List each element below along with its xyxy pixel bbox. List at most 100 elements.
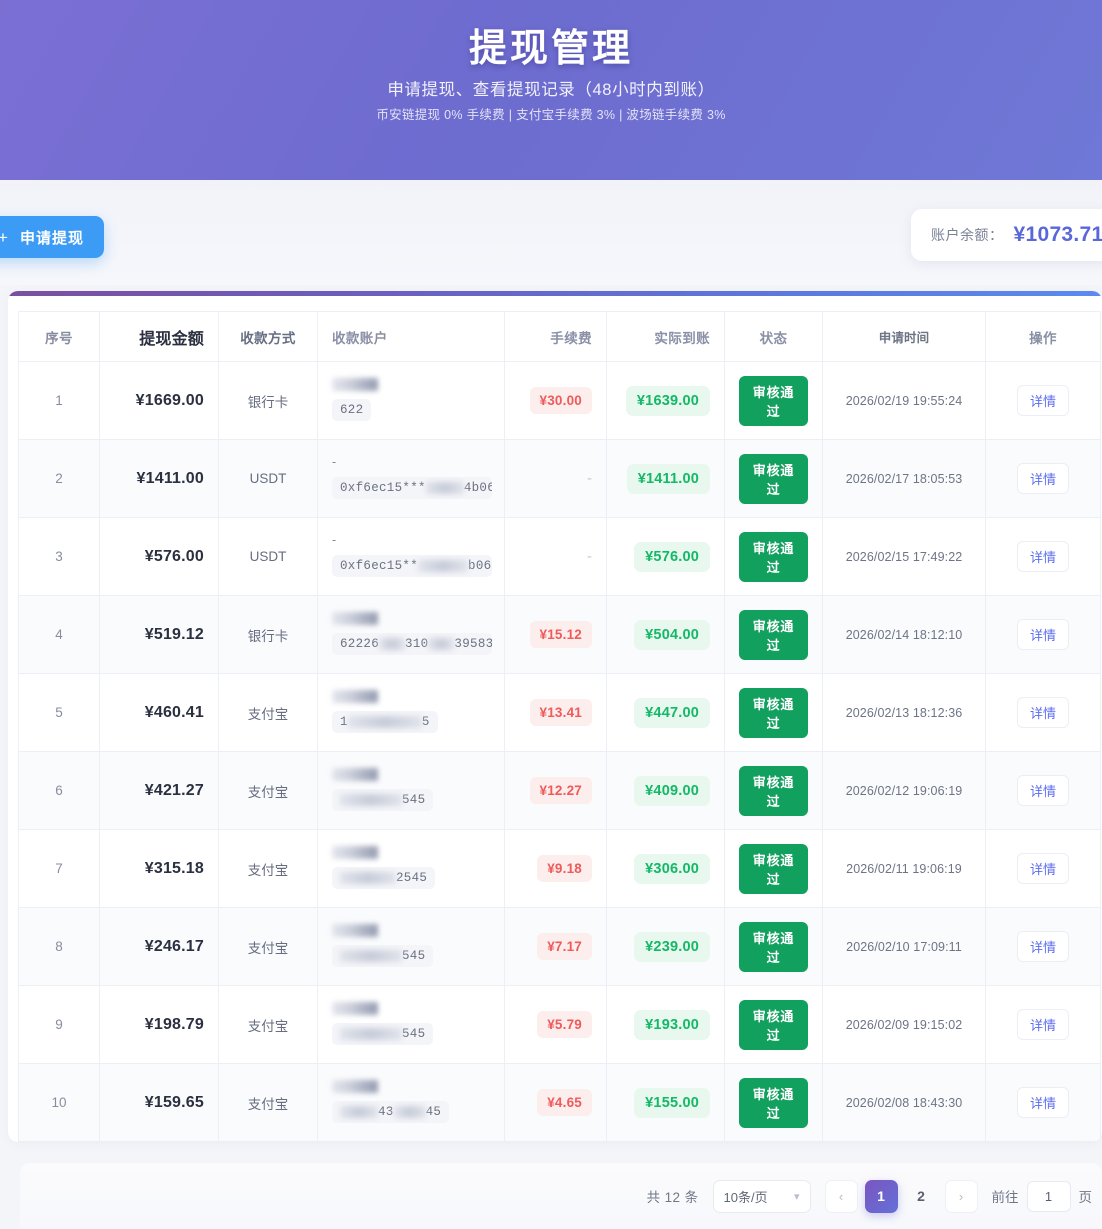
cell-time: 2026/02/12 19:06:19	[822, 751, 986, 830]
cell-action: 详情	[985, 907, 1101, 986]
redaction-block	[332, 1080, 378, 1094]
cell-amount: ¥315.18	[99, 829, 219, 908]
page-button-2[interactable]: 2	[917, 1188, 925, 1204]
page-title: 提现管理	[468, 28, 633, 70]
page-button-1[interactable]: 1	[864, 1179, 898, 1213]
status-badge: 审核通过	[739, 531, 808, 582]
detail-button[interactable]: 详情	[1016, 853, 1069, 884]
page-jump-input[interactable]	[1026, 1180, 1071, 1212]
cell-index: 5	[18, 673, 100, 752]
actual-amount-badge: ¥504.00	[634, 619, 710, 650]
col-header-index: 序号	[18, 311, 100, 362]
next-page-button[interactable]: ›	[944, 1179, 978, 1213]
cell-status: 审核通过	[724, 1063, 823, 1142]
fee-badge: ¥5.79	[537, 1011, 592, 1038]
cell-action: 详情	[985, 361, 1101, 440]
balance-value: ¥1073.71	[1013, 223, 1102, 246]
cell-amount: ¥198.79	[99, 985, 219, 1064]
actual-amount-badge: ¥239.00	[634, 931, 710, 962]
cell-amount: ¥519.12	[99, 595, 219, 674]
cell-actual: ¥576.00	[606, 517, 725, 596]
cell-method: 支付宝	[218, 907, 318, 986]
actual-amount-badge: ¥306.00	[634, 853, 710, 884]
account-name: -	[332, 533, 337, 547]
detail-button[interactable]: 详情	[1016, 619, 1069, 650]
cell-fee: ¥30.00	[504, 361, 607, 440]
actual-amount-badge: ¥1639.00	[625, 385, 710, 416]
cell-account: 545	[317, 985, 505, 1064]
fee-badge: ¥9.18	[537, 855, 592, 882]
page-size-select[interactable]: 10条/页 ▾	[712, 1179, 811, 1213]
cell-status: 审核通过	[724, 517, 823, 596]
account-name	[332, 689, 490, 704]
account-number: 0xf6ec15*** 4b06	[332, 477, 492, 499]
col-header-status: 状态	[724, 311, 823, 362]
actual-amount-badge: ¥1411.00	[626, 463, 710, 494]
cell-actual: ¥504.00	[606, 595, 725, 674]
redaction-block	[428, 637, 455, 650]
redaction-block	[418, 559, 469, 572]
cell-method: USDT	[218, 517, 318, 596]
cell-index: 8	[18, 907, 100, 986]
redaction-block	[332, 378, 378, 392]
table-body: 1 ¥1669.00 银行卡 622 ¥30.00 ¥1639.00 审核通过 2026/02…	[18, 361, 1101, 1142]
cell-time: 2026/02/17 18:05:53	[822, 439, 986, 518]
account-balance-card: 账户余额： ¥1073.71	[911, 209, 1102, 261]
page-subtitle: 申请提现、查看提现记录（48小时内到账）	[387, 81, 715, 99]
redaction-block	[340, 1027, 402, 1040]
cell-actual: ¥155.00	[606, 1063, 725, 1142]
actual-amount-badge: ¥155.00	[634, 1087, 710, 1118]
balance-label: 账户余额：	[931, 227, 1004, 243]
account-number: 2545	[332, 867, 436, 889]
cell-index: 6	[18, 751, 100, 830]
detail-button[interactable]: 详情	[1016, 541, 1069, 572]
cell-action: 详情	[985, 673, 1101, 752]
apply-withdrawal-button[interactable]: + 申请提现	[0, 216, 104, 258]
cell-account: - 0xf6ec15*** 4b06	[317, 439, 505, 518]
table-row: 2 ¥1411.00 USDT -0xf6ec15*** 4b06- ¥1411.00 审核…	[18, 439, 1101, 518]
redaction-block	[332, 612, 378, 626]
cell-account: 622	[317, 361, 505, 440]
account-number: 545	[332, 789, 434, 811]
cell-action: 详情	[985, 439, 1101, 518]
table-head: 序号 提现金额 收款方式 收款账户 手续费 实际到账 状态 申请时间 操作	[18, 311, 1101, 362]
redaction-block	[425, 481, 464, 494]
fee-badge: ¥15.12	[529, 621, 592, 648]
account-number: 0xf6ec15** b06	[332, 555, 492, 577]
pagination-bar: 共 12 条 10条/页 ▾ ‹ 1 2 › 前往 页	[20, 1163, 1102, 1229]
redaction-block	[347, 715, 422, 728]
detail-button[interactable]: 详情	[1016, 931, 1069, 962]
status-badge: 审核通过	[739, 765, 808, 816]
cell-account: 545	[317, 907, 505, 986]
cell-status: 审核通过	[724, 751, 823, 830]
detail-button[interactable]: 详情	[1016, 1009, 1069, 1040]
cell-method: 银行卡	[218, 361, 318, 440]
detail-button[interactable]: 详情	[1016, 775, 1069, 806]
col-header-amount: 提现金额	[99, 311, 219, 362]
pagination-total: 共 12 条	[646, 1190, 699, 1205]
cell-fee: ¥4.65	[504, 1063, 607, 1142]
detail-button[interactable]: 详情	[1016, 385, 1069, 416]
chevron-left-icon: ‹	[838, 1188, 844, 1204]
cell-fee: ¥5.79	[504, 985, 607, 1064]
account-name	[332, 845, 490, 860]
cell-amount: ¥246.17	[99, 907, 219, 986]
actual-amount-badge: ¥447.00	[634, 697, 710, 728]
account-name	[332, 1001, 490, 1016]
cell-time: 2026/02/08 18:43:30	[822, 1063, 986, 1142]
cell-account: 622263103958399	[317, 595, 505, 674]
cell-fee: ¥15.12	[504, 595, 607, 674]
cell-time: 2026/02/15 17:49:22	[822, 517, 986, 596]
detail-button[interactable]: 详情	[1016, 697, 1069, 728]
status-badge: 审核通过	[739, 375, 808, 426]
withdrawal-table-card: 序号 提现金额 收款方式 收款账户 手续费 实际到账 状态 申请时间 操作 1 ¥…	[8, 291, 1102, 1142]
detail-button[interactable]: 详情	[1016, 463, 1069, 494]
account-name: -	[332, 455, 337, 469]
withdrawal-table: 序号 提现金额 收款方式 收款账户 手续费 实际到账 状态 申请时间 操作 1 ¥…	[18, 311, 1101, 1142]
col-header-actual: 实际到账	[606, 311, 725, 362]
detail-button[interactable]: 详情	[1016, 1087, 1069, 1118]
prev-page-button[interactable]: ‹	[824, 1179, 858, 1213]
cell-fee: -	[504, 517, 607, 596]
cell-method: 支付宝	[218, 673, 318, 752]
